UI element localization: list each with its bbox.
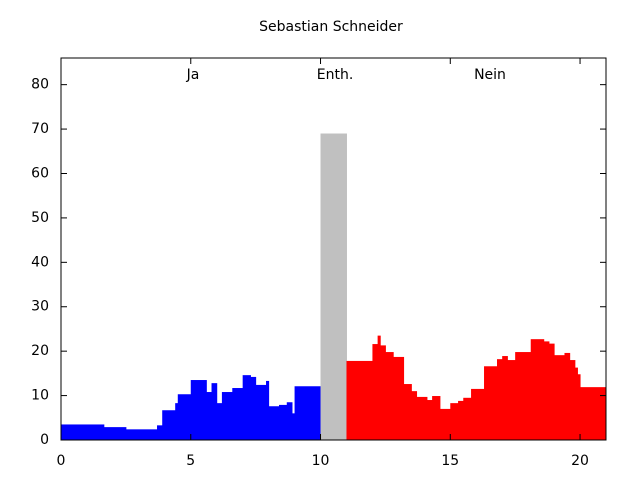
bar-segment [372,344,379,440]
x-tick-label: 10 [312,453,330,469]
bar-segment [377,335,381,440]
bar-segment [484,366,498,440]
bar-segment [450,403,459,440]
bar-segment [177,394,192,440]
bar-segment [206,392,213,440]
y-tick-label: 30 [31,299,49,315]
plot-frame [60,57,607,441]
bar-segment [242,375,251,440]
bar-segment [294,386,322,440]
bar-segment [471,388,485,440]
bar-segment [497,359,503,440]
bar-segment [175,403,179,440]
bar-segment [255,384,267,440]
bar-segment [502,356,508,440]
x-tick-label: 20 [571,453,589,469]
y-tick-label: 60 [31,165,49,181]
bar-segment [569,360,576,440]
bar-segment [411,391,418,440]
bar-segment [458,400,464,440]
bar-segment [125,429,158,440]
bar-segment [515,352,532,440]
bar-segment [61,424,105,440]
bar-segment [190,380,207,440]
bar-segment [268,406,280,440]
bar-segment [291,413,296,440]
bar-segment [346,360,373,440]
bar-segment [403,384,412,440]
bar-segment [432,396,441,440]
bar-segment [580,387,607,440]
bar-segment [530,339,545,440]
bar-segment [548,343,555,440]
y-tick-label: 80 [31,77,49,93]
x-tick-label: 5 [186,453,195,469]
bar-segment [250,376,257,440]
y-tick-label: 20 [31,343,49,359]
y-tick-label: 70 [31,121,49,137]
bar-segment [266,380,270,440]
bar-segment [279,404,288,440]
y-tick-label: 10 [31,388,49,404]
bar-segment [574,367,578,440]
bar-segment [564,352,571,440]
bar-segment [577,374,581,440]
x-tick-label: 0 [57,453,66,469]
bar-segment [232,388,244,440]
bar-segment [393,356,405,440]
bar-segment [216,403,223,440]
y-tick-label: 40 [31,254,49,270]
bar-segment [507,360,516,440]
bar-segment [211,383,218,440]
annotation: Enth. [317,67,354,83]
x-tick-label: 15 [441,453,459,469]
bar-segment [554,355,565,440]
bar-segment [380,345,386,440]
bar-segment [157,425,163,440]
annotation: Nein [474,67,506,83]
y-tick-label: 0 [40,432,49,448]
bar-segment [543,341,550,440]
bar-segment [103,427,127,440]
bar-segment [426,400,433,440]
y-tick-label: 50 [31,210,49,226]
bar-segment [385,352,394,440]
bar-segment [286,402,293,440]
bar-segment [439,408,451,440]
bar-segment [463,397,472,440]
chart-title: Sebastian Schneider [259,19,403,35]
bar-segment [416,396,428,440]
annotation: Ja [186,67,200,83]
bar-segment [320,133,347,440]
bar-segment [162,410,176,440]
bar-segment [221,392,233,440]
